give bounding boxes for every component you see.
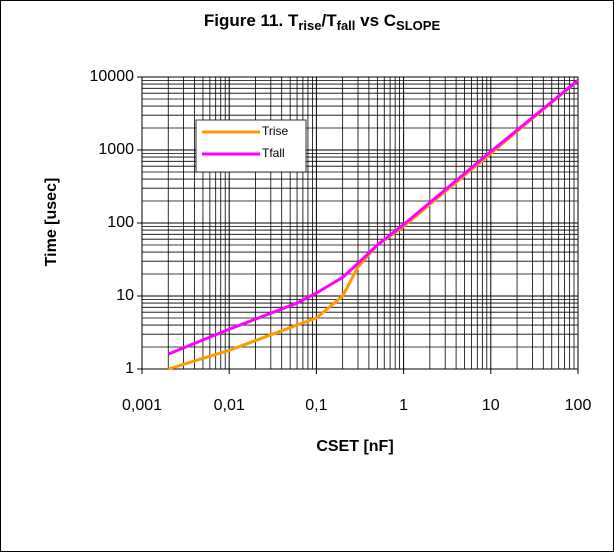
legend-label: Tfall [262, 146, 285, 160]
y-axis-title: Time [usec] [43, 178, 60, 267]
title-subscript: rise [298, 18, 321, 33]
x-tick-label: 1 [399, 397, 408, 414]
y-tick-label: 100 [107, 214, 134, 231]
y-tick-label: 1000 [98, 141, 134, 158]
x-tick-label: 10 [482, 397, 500, 414]
title-text: /T [322, 11, 338, 30]
y-tick-label: 10 [116, 287, 134, 304]
title-text: vs C [355, 11, 396, 30]
x-tick-label: 0,01 [214, 397, 245, 414]
title-text: Figure 11. T [204, 11, 299, 30]
title-subscript: fall [337, 18, 356, 33]
series-line [167, 79, 579, 356]
x-tick-label: 0,001 [122, 397, 162, 414]
y-tick-label: 1 [125, 360, 134, 377]
chart-title: Figure 11. Trise/Tfall vs CSLOPE [204, 11, 441, 33]
plot-frame [141, 76, 579, 370]
x-tick-label: 0,1 [305, 397, 327, 414]
legend-label: Trise [262, 124, 289, 138]
x-tick-label: 100 [565, 397, 592, 414]
y-tick-label: 10000 [90, 68, 135, 85]
x-axis-title: CSET [nF] [316, 438, 393, 455]
title-subscript: SLOPE [396, 18, 440, 33]
legend-box [195, 119, 307, 173]
